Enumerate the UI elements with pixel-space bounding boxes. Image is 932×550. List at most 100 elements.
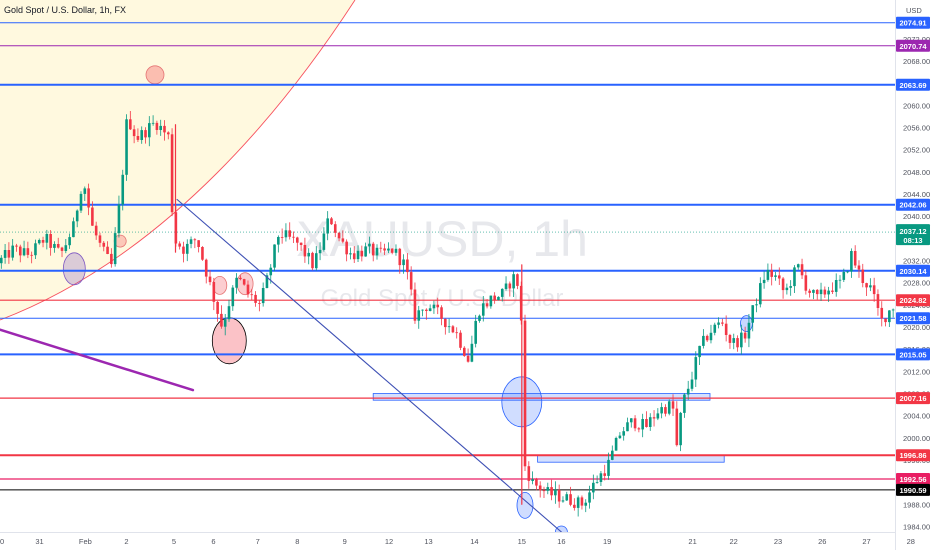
candle-body xyxy=(106,246,109,254)
candle-body xyxy=(755,304,758,306)
zone-rectangle[interactable] xyxy=(537,455,725,463)
candle-body xyxy=(258,303,261,304)
time-tick-label: 31 xyxy=(35,537,43,546)
drawing-layer-over xyxy=(0,124,562,533)
candle-body xyxy=(303,245,307,257)
candle-body xyxy=(163,125,166,133)
candle-body xyxy=(831,290,834,292)
candle-body xyxy=(235,277,238,288)
time-tick-label: 14 xyxy=(470,537,478,546)
candle-body xyxy=(455,332,459,334)
time-tick-label: 23 xyxy=(774,537,782,546)
candle-body xyxy=(425,309,428,311)
price-tick-label: 2048.00 xyxy=(903,168,930,177)
candle-body xyxy=(113,233,117,265)
candle-body xyxy=(148,123,151,138)
candle-body xyxy=(671,401,675,409)
candle-body xyxy=(481,303,485,316)
candle-body xyxy=(637,428,641,430)
time-tick-label: Feb xyxy=(79,537,92,546)
candle-body xyxy=(690,379,694,389)
candle-body xyxy=(166,132,170,135)
candle-body xyxy=(759,283,762,305)
candle-body xyxy=(785,287,789,291)
level-price-tag xyxy=(896,449,930,462)
candle-body xyxy=(220,313,223,327)
highlight-circle[interactable] xyxy=(211,317,247,365)
candle-body xyxy=(390,248,394,253)
candle-body xyxy=(675,408,679,446)
time-tick-label: 26 xyxy=(818,537,826,546)
time-tick-label: 7 xyxy=(256,537,260,546)
candle-body xyxy=(330,218,333,225)
candle-body xyxy=(808,290,811,293)
candle-body xyxy=(311,252,314,269)
candle-body xyxy=(512,274,515,289)
trend-line[interactable] xyxy=(0,328,195,392)
candle-body xyxy=(360,250,364,257)
candle-body xyxy=(379,247,383,249)
candle-body xyxy=(463,347,466,356)
candle-body xyxy=(398,248,402,266)
candle-body xyxy=(451,326,455,333)
candle-body xyxy=(834,280,838,292)
time-tick-label: 12 xyxy=(385,537,393,546)
candle-body xyxy=(246,284,250,295)
candle-body xyxy=(337,232,341,239)
candle-body xyxy=(421,309,424,311)
price-tick-label: 2056.00 xyxy=(903,124,930,133)
candle-body xyxy=(683,394,686,413)
candle-body xyxy=(884,318,887,323)
trend-line[interactable] xyxy=(176,198,562,533)
candle-body xyxy=(766,269,770,280)
candle-body xyxy=(728,335,732,343)
candle-body xyxy=(83,188,87,194)
level-price-tag xyxy=(896,392,930,405)
candle-body xyxy=(440,307,443,319)
time-tick-label: 27 xyxy=(862,537,870,546)
candle-body xyxy=(60,247,64,251)
highlight-circle[interactable] xyxy=(62,252,86,286)
candle-body xyxy=(447,326,451,328)
time-tick-label: 19 xyxy=(603,537,611,546)
candle-body xyxy=(375,247,379,256)
candle-body xyxy=(679,412,682,446)
candle-body xyxy=(827,290,830,295)
price-tick-label: 2028.00 xyxy=(903,279,930,288)
candle-body xyxy=(527,466,531,481)
highlight-circle[interactable] xyxy=(555,525,568,538)
candle-body xyxy=(140,130,144,140)
time-tick-label: 15 xyxy=(518,537,526,546)
candle-body xyxy=(474,320,477,344)
candle-body xyxy=(428,308,432,311)
highlight-circle[interactable] xyxy=(516,491,534,519)
candle-body xyxy=(538,485,542,491)
candle-body xyxy=(94,225,98,236)
highlight-circle[interactable] xyxy=(145,65,165,85)
candle-body xyxy=(542,490,546,492)
candle-body xyxy=(622,431,625,436)
candle-body xyxy=(702,335,705,346)
candle-body xyxy=(573,504,576,508)
candle-body xyxy=(136,136,140,140)
price-tick-label: 2040.00 xyxy=(903,212,930,221)
time-tick-label: 5 xyxy=(172,537,176,546)
level-price-tag-label: 2021.58 xyxy=(899,314,926,323)
candle-body xyxy=(698,345,701,358)
candle-body xyxy=(770,269,773,277)
candle-body xyxy=(30,254,33,256)
candle-body xyxy=(273,244,276,268)
candle-body xyxy=(201,247,204,260)
candle-body xyxy=(565,494,569,501)
level-price-tag-label: 2063.69 xyxy=(899,81,926,90)
candle-body xyxy=(333,224,337,233)
price-tick-label: 1984.00 xyxy=(903,523,930,532)
level-price-tag xyxy=(896,198,930,211)
candle-body xyxy=(800,264,804,276)
time-tick-label: 21 xyxy=(688,537,696,546)
candle-body xyxy=(656,413,660,419)
candle-body xyxy=(417,310,421,321)
price-axis-tags: 2074.91 2070.74 2063.69 2042.06 2030.14 2024.… xyxy=(896,16,930,496)
level-price-tag xyxy=(896,39,930,52)
